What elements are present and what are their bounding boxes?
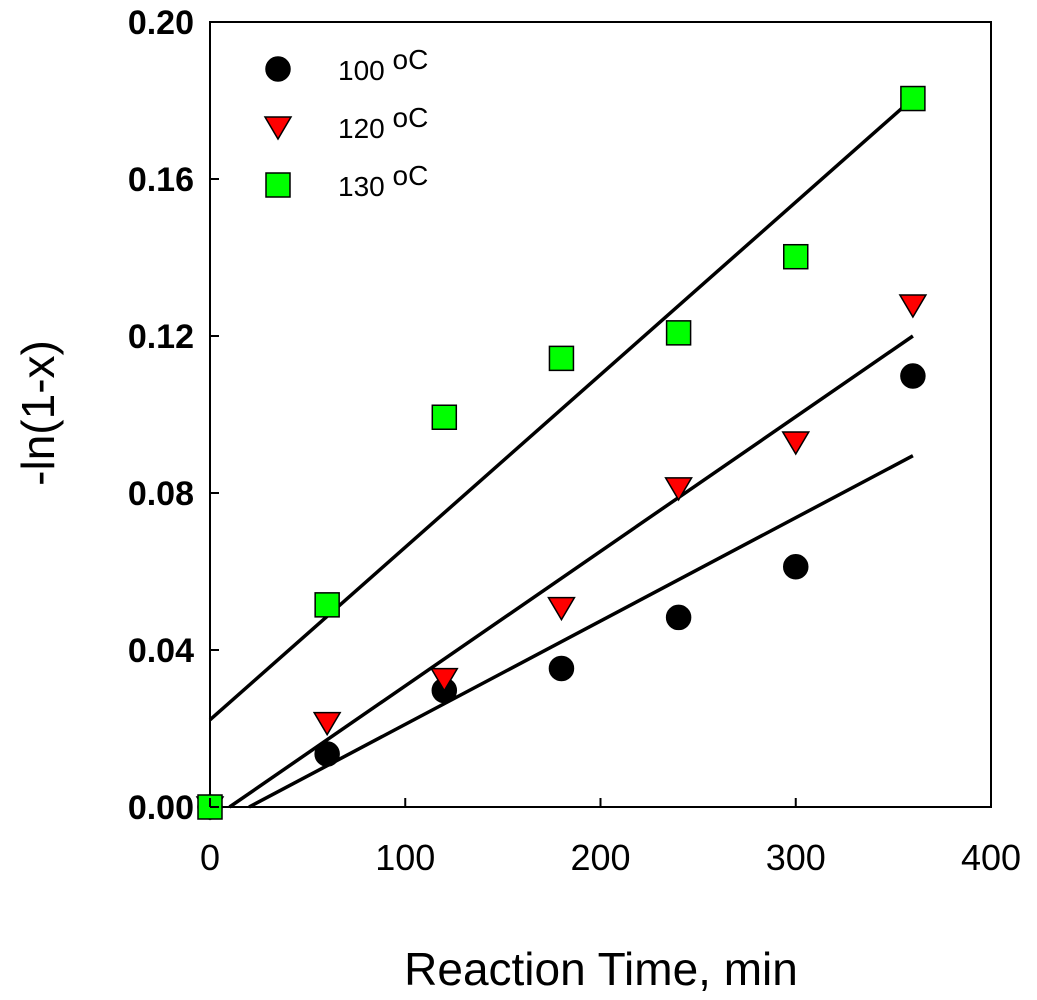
y-tick-label: 0.08 <box>128 475 194 513</box>
plot-border <box>209 21 992 808</box>
legend-label: 130 oC <box>338 160 428 202</box>
y-tick-label: 0.04 <box>128 632 194 670</box>
y-tick-label: 0.00 <box>128 789 194 827</box>
legend: 100 oC 120 oC 130 oC <box>263 44 428 202</box>
y-tick-label: 0.16 <box>128 161 194 199</box>
data-point <box>548 655 575 682</box>
x-tick-label: 0 <box>200 837 220 878</box>
data-point <box>314 741 340 767</box>
markers <box>195 85 928 821</box>
y-tick-label: 0.12 <box>128 318 194 356</box>
x-tick-label: 100 <box>375 837 435 878</box>
data-point <box>898 294 928 319</box>
legend-marker <box>263 116 293 141</box>
data-point <box>547 596 576 622</box>
plot-frame <box>209 21 992 808</box>
x-axis-label: Reaction Time, min <box>404 943 798 995</box>
legend-label: 120 oC <box>338 102 428 144</box>
x-tick-label: 200 <box>570 837 630 878</box>
x-tick-label: 300 <box>766 837 826 878</box>
legend-marker <box>265 172 291 198</box>
data-point <box>314 592 340 618</box>
y-axis-label: -ln(1-x) <box>12 340 64 486</box>
data-point <box>548 345 575 372</box>
y-tick-label: 0.20 <box>128 4 194 42</box>
data-point <box>900 363 926 389</box>
legend-label: 100 oC <box>338 44 428 86</box>
ticks: 0 100 200 300 400 0.00 0.04 0.08 0.12 0.16 0.20 <box>128 4 1021 878</box>
fit-lines <box>208 97 915 809</box>
fit-line <box>228 334 914 809</box>
data-point <box>900 85 926 112</box>
fit-line <box>248 454 914 809</box>
data-point <box>312 711 342 737</box>
data-point <box>783 554 809 580</box>
data-point <box>665 604 692 631</box>
data-point <box>429 667 459 693</box>
data-point <box>664 477 693 502</box>
data-point <box>431 404 458 430</box>
data-point <box>781 431 811 456</box>
legend-marker <box>265 56 291 82</box>
x-tick-label: 400 <box>961 837 1021 878</box>
data-point <box>665 320 692 346</box>
data-point <box>783 243 809 270</box>
